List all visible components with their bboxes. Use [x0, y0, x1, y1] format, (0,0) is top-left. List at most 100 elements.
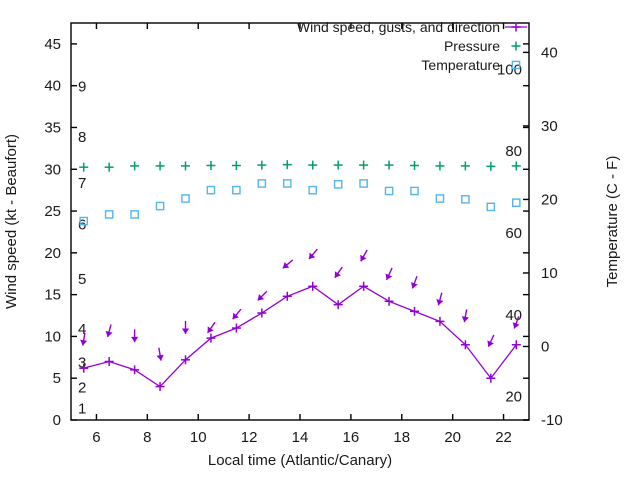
plus-marker: [359, 281, 369, 291]
legend-label-pressure: Pressure: [444, 38, 500, 54]
legend-label-wind-speed: Wind speed, gusts, and direction: [297, 19, 500, 35]
plus-marker: [410, 306, 419, 316]
y2-axis-title: Temperature (C - F): [604, 156, 621, 288]
square-marker: [130, 210, 139, 219]
plus-marker: [308, 160, 318, 170]
wind-direction-arrow: [385, 267, 393, 281]
plus-marker: [384, 160, 394, 170]
plus-marker: [79, 363, 89, 373]
plus-marker: [231, 161, 241, 171]
plus-marker: [384, 296, 394, 306]
series-temperature: [79, 179, 521, 226]
x-axis-tick-labels: 6 8 10 12 14 16 18 20 22: [92, 429, 512, 446]
plus-marker: [155, 382, 165, 392]
plus-marker: [511, 161, 521, 171]
square-marker: [308, 185, 318, 195]
beaufort-label: 4: [78, 321, 86, 338]
beaufort-label: 7: [78, 175, 86, 192]
x-tick-label: 16: [343, 429, 360, 446]
plus-marker: [308, 281, 318, 291]
square-marker: [282, 179, 292, 188]
plus-marker: [333, 160, 343, 170]
plus-marker: [359, 160, 369, 170]
plus-marker: [486, 161, 496, 171]
legend-label-temperature: Temperature: [421, 57, 500, 73]
x-axis-title: Local time (Atlantic/Canary): [208, 452, 392, 469]
square-marker: [232, 185, 241, 195]
square-marker: [435, 194, 445, 203]
plus-marker: [104, 356, 114, 366]
plus-marker: [231, 323, 241, 333]
square-marker: [511, 60, 521, 70]
wind-direction-arrow: [257, 290, 268, 301]
square-marker: [155, 201, 165, 211]
y-tick-label: 0: [53, 412, 61, 429]
y-tick-label: 10: [44, 328, 61, 345]
square-marker: [206, 185, 216, 195]
fahrenheit-label: 100: [497, 62, 522, 79]
wind-direction-arrow: [334, 266, 343, 279]
y2-tick-label: 30: [541, 118, 558, 135]
plus-marker: [282, 160, 292, 170]
plus-marker: [257, 308, 267, 318]
y2-tick-label: 10: [541, 265, 558, 282]
wind-direction-arrow: [130, 329, 139, 343]
wind-direction-arrow: [181, 320, 190, 334]
plus-marker: [460, 161, 470, 171]
y2-tick-label: 20: [541, 191, 558, 208]
plus-marker: [435, 316, 445, 326]
beaufort-label: 2: [78, 380, 86, 397]
chart-legend: Wind speed, gusts, and direction Pressure…: [297, 19, 527, 73]
y-tick-label: 40: [44, 78, 61, 95]
plot-frame: [70, 22, 530, 421]
square-marker: [486, 202, 496, 212]
plus-marker: [130, 365, 140, 375]
beaufort-label: 3: [78, 354, 86, 371]
square-marker: [333, 180, 343, 189]
y-tick-label: 15: [44, 287, 61, 304]
plus-marker: [181, 161, 190, 171]
x-tick-label: 22: [495, 429, 512, 446]
x-tick-label: 20: [444, 429, 461, 446]
y2-tick-label: 40: [541, 44, 558, 61]
y2-tick-label: 0: [541, 338, 549, 355]
y-tick-label: 45: [44, 36, 61, 53]
beaufort-label: 9: [78, 79, 86, 96]
y-tick-label: 20: [44, 245, 61, 262]
axis-titles: Local time (Atlantic/Canary) Wind speed (…: [3, 134, 621, 469]
fahrenheit-label: 80: [505, 143, 522, 160]
square-marker: [181, 194, 190, 203]
plus-marker: [486, 373, 496, 383]
plus-marker: [130, 161, 140, 171]
plus-marker: [206, 333, 216, 343]
wind-speed-line: [83, 285, 517, 388]
square-marker: [257, 179, 267, 188]
y-tick-label: 25: [44, 203, 61, 220]
square-marker: [79, 216, 89, 226]
y2-axis-tick-labels: -10 0 10 20 30 40: [541, 44, 563, 429]
beaufort-label: 1: [78, 400, 86, 417]
x-tick-label: 18: [393, 429, 410, 446]
wind-direction-arrow: [80, 332, 88, 346]
square-marker: [359, 179, 368, 188]
square-marker: [511, 198, 521, 207]
fahrenheit-label: 60: [505, 225, 522, 242]
y-tick-label: 5: [53, 370, 61, 387]
wind-direction-arrow: [410, 275, 418, 289]
wind-direction-arrow: [308, 248, 318, 260]
plus-marker: [257, 160, 267, 170]
beaufort-label: 8: [78, 129, 86, 146]
plus-marker: [511, 22, 521, 32]
plus-marker: [333, 300, 343, 310]
plus-marker: [181, 355, 190, 365]
wind-direction-arrow: [512, 316, 520, 329]
square-marker: [461, 195, 470, 204]
wind-direction-arrow: [156, 347, 164, 361]
fahrenheit-label: 40: [505, 307, 522, 324]
plus-marker: [206, 161, 216, 171]
fahrenheit-scale-labels: 20 40 60 80 100: [497, 62, 522, 406]
wind-direction-arrow: [461, 309, 469, 323]
series-wind-speed: [79, 281, 521, 392]
plus-marker: [511, 340, 521, 350]
